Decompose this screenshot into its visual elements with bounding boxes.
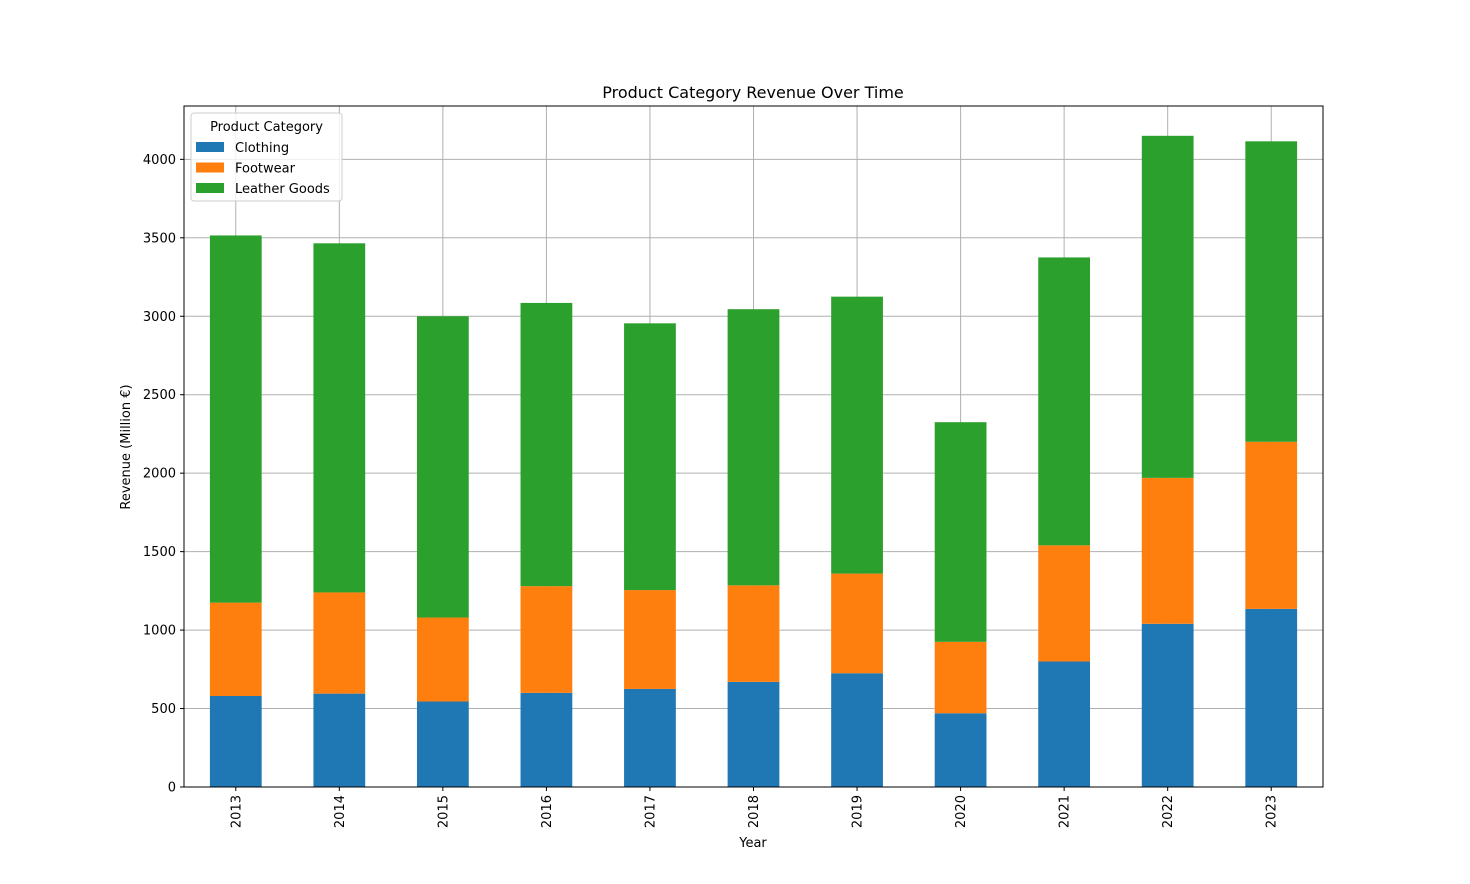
bar-leather-goods-2018 (727, 309, 780, 586)
x-tick-label: 2021 (1058, 795, 1073, 828)
legend-title: Product Category (210, 120, 323, 135)
bar-leather-goods-2020 (934, 422, 987, 642)
bar-footwear-2014 (313, 592, 366, 694)
y-tick-label: 2500 (143, 388, 176, 403)
bar-clothing-2016 (520, 692, 573, 787)
legend-swatch-clothing (196, 142, 224, 152)
bar-leather-goods-2022 (1141, 135, 1194, 478)
legend: Product Category Clothing Footwear Leather … (190, 112, 343, 202)
y-tick-label: 0 (168, 781, 176, 796)
legend-box (190, 112, 343, 202)
bar-footwear-2015 (416, 617, 469, 702)
x-tick-label: 2016 (540, 795, 555, 828)
bar-footwear-2020 (934, 641, 987, 714)
bar-clothing-2020 (934, 713, 987, 787)
y-tick-label: 3500 (143, 231, 176, 246)
bar-leather-goods-2013 (209, 235, 262, 603)
bar-footwear-2023 (1245, 441, 1298, 609)
bar-footwear-2022 (1141, 477, 1194, 624)
bar-clothing-2021 (1038, 661, 1091, 787)
x-tick-label: 2022 (1161, 795, 1176, 828)
bar-leather-goods-2023 (1245, 141, 1298, 442)
legend-entry-leather-goods: Leather Goods (235, 182, 330, 197)
bar-clothing-2017 (624, 688, 676, 787)
y-axis: 0 500 1000 1500 2000 2500 3000 3500 4000 (143, 153, 184, 796)
bar-clothing-2018 (727, 681, 780, 787)
chart-title: Product Category Revenue Over Time (602, 83, 904, 102)
bar-clothing-2019 (831, 673, 883, 787)
legend-entry-footwear: Footwear (235, 162, 296, 177)
y-tick-label: 4000 (143, 153, 176, 168)
y-tick-label: 1000 (143, 624, 176, 639)
bar-footwear-2019 (831, 573, 883, 674)
x-tick-label: 2013 (229, 795, 244, 828)
bar-leather-goods-2017 (624, 323, 676, 591)
x-tick-label: 2014 (333, 795, 348, 828)
bar-clothing-2015 (416, 701, 469, 787)
x-tick-label: 2018 (747, 795, 762, 828)
bar-leather-goods-2014 (313, 243, 366, 593)
bar-footwear-2021 (1038, 545, 1091, 662)
bar-clothing-2022 (1141, 623, 1194, 787)
x-axis: 2013 2014 2015 2016 2017 2018 2019 2020 2021 2022… (229, 787, 1280, 828)
bar-clothing-2013 (209, 695, 262, 787)
x-tick-label: 2015 (436, 795, 451, 828)
bar-footwear-2018 (727, 585, 780, 682)
legend-swatch-leather-goods (196, 183, 224, 193)
bar-footwear-2013 (209, 602, 262, 696)
bar-footwear-2016 (520, 586, 573, 693)
x-tick-label: 2017 (643, 795, 658, 828)
x-tick-label: 2019 (851, 795, 866, 828)
legend-entry-clothing: Clothing (235, 141, 289, 156)
x-tick-label: 2023 (1265, 795, 1280, 828)
bar-leather-goods-2015 (416, 316, 469, 618)
x-tick-label: 2020 (954, 795, 969, 828)
y-axis-label: Revenue (Million €) (119, 384, 134, 509)
x-axis-label: Year (738, 836, 767, 851)
y-tick-label: 3000 (143, 310, 176, 325)
bar-leather-goods-2016 (520, 302, 573, 587)
bar-clothing-2014 (313, 693, 366, 787)
y-tick-label: 1500 (143, 545, 176, 560)
bar-leather-goods-2021 (1038, 257, 1091, 546)
bar-footwear-2017 (624, 590, 676, 689)
bars (209, 135, 1298, 787)
bar-leather-goods-2019 (831, 296, 883, 574)
bar-clothing-2023 (1245, 608, 1298, 787)
legend-swatch-footwear (196, 162, 224, 173)
y-tick-label: 2000 (143, 467, 176, 482)
y-tick-label: 500 (151, 702, 176, 717)
